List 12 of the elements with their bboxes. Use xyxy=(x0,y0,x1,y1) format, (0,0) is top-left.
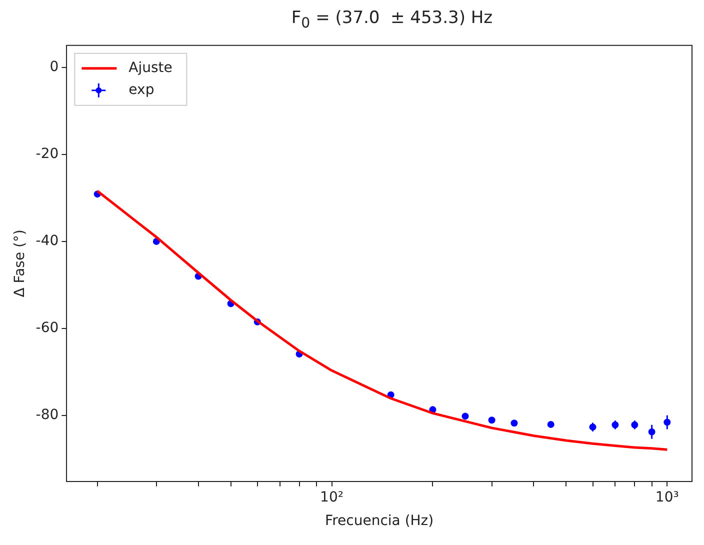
y-tick-label: -80 xyxy=(36,406,59,423)
y-tick-label: -40 xyxy=(36,233,59,250)
x-tick-label: 10³ xyxy=(655,489,679,506)
legend-label: Ajuste xyxy=(128,60,172,76)
y-axis-title: Δ Fase (°) xyxy=(12,230,28,298)
legend-label: exp xyxy=(128,82,154,98)
y-tick-label: -60 xyxy=(36,320,59,336)
y-tick-label: -20 xyxy=(36,146,59,162)
x-axis-title: Frecuencia (Hz) xyxy=(325,513,434,530)
y-tick-label: 0 xyxy=(50,59,59,76)
chart-title: F$_{0}$ = (37.0 ± 453.3) Hz xyxy=(290,8,494,34)
x-tick-label: 10² xyxy=(320,489,344,506)
